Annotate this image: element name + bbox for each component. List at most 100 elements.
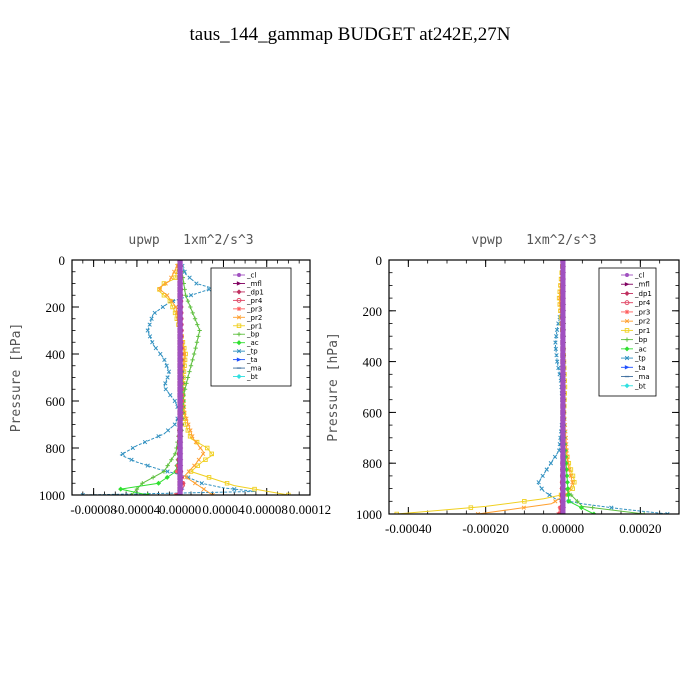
upwp-marker [191,351,197,357]
vpwp-legend-marker [624,365,630,370]
upwp-marker [170,304,175,310]
upwp-plot-area [80,260,291,495]
vpwp-legend-marker [624,282,630,287]
upwp-marker [145,463,150,468]
vpwp-x-tick-label: -0.00020 [462,521,509,536]
upwp-marker [147,334,153,339]
upwp-marker [187,275,192,280]
upwp-marker [177,439,183,445]
vpwp-legend-label: _pr3 [634,308,650,316]
vpwp-marker [554,327,560,333]
vpwp-legend-label: _bp [634,336,648,344]
upwp-marker [185,298,191,304]
vpwp-marker [522,499,527,504]
vpwp-marker [565,486,571,492]
upwp-legend-label: _bt [246,373,258,381]
upwp-marker [173,304,179,310]
upwp-marker [194,340,200,345]
vpwp-marker [560,460,566,466]
upwp-x-tick-label: 0.00008 [246,502,288,517]
upwp-marker [150,340,155,345]
vpwp-y-tick-label: 0 [376,253,383,268]
upwp-marker [177,392,183,398]
upwp-y-tick-label: 0 [59,253,66,268]
vpwp-marker [556,365,561,371]
upwp-marker [194,281,199,286]
vpwp-plot-frame [388,259,680,515]
upwp-marker [177,398,183,404]
upwp-marker [224,481,230,486]
vpwp-marker [553,346,558,352]
vpwp-marker [560,289,566,295]
upwp-legend-label: _pr2 [246,314,262,322]
vpwp-y-tick-label: 400 [363,355,383,370]
upwp-marker [177,339,183,345]
vpwp-marker [591,511,597,514]
upwp-marker [177,298,183,304]
upwp-marker [163,387,168,392]
vpwp-legend-marker [624,355,630,361]
upwp-marker [161,293,167,298]
upwp-markers-tp [80,260,237,495]
vpwp-y-axis-label: Pressure [hPa] [326,332,341,442]
vpwp-legend-marker [624,300,630,306]
upwp-marker [199,481,204,486]
upwp-marker [193,345,198,351]
upwp-marker [183,293,188,298]
upwp-marker [188,304,193,310]
vpwp-legend-marker [624,346,630,352]
upwp-marker [177,451,183,457]
upwp-marker [172,422,177,427]
vpwp-series-pr1 [396,260,576,514]
upwp-marker [165,293,170,298]
vpwp-marker [521,505,527,510]
upwp-legend-marker [237,273,241,277]
vpwp-marker [560,511,566,514]
upwp-markers-ac [118,260,186,495]
upwp-marker [177,427,183,433]
upwp-marker [177,310,183,316]
vpwp-panel: vpwp 1xm^2/s^3 Pressure [hPa] -0.00040 -0.0… [326,233,680,536]
vpwp-marker [560,448,566,453]
upwp-marker [164,363,169,368]
upwp-marker [156,434,161,439]
vpwp-marker [560,409,566,415]
upwp-marker [177,375,183,380]
upwp-legend-marker [236,374,242,380]
upwp-marker [177,422,183,427]
vpwp-marker [564,473,570,479]
vpwp-marker [560,276,566,282]
vpwp-marker [560,454,566,460]
vpwp-marker [468,505,474,510]
upwp-marker [163,281,168,286]
upwp-legend-label: _ma [246,365,262,373]
upwp-legend-label: _dp1 [246,288,264,296]
upwp-marker [177,351,183,357]
upwp-marker [177,480,183,486]
upwp-marker [177,333,183,339]
upwp-marker [195,322,200,327]
upwp-marker [196,334,201,339]
vpwp-marker [560,333,566,339]
upwp-legend-marker [236,340,242,346]
vpwp-marker [565,492,571,498]
upwp-marker [169,298,174,304]
vpwp-marker [560,441,566,447]
vpwp-marker [566,498,572,504]
vpwp-legend-label: _pr4 [634,299,651,307]
upwp-y-tick-label: 1000 [39,488,65,503]
upwp-marker [120,451,125,457]
upwp-x-tick-label: 0.00004 [202,502,245,517]
upwp-marker [177,492,183,495]
upwp-marker [188,363,194,368]
upwp-marker [165,375,170,380]
vpwp-marker [570,480,575,485]
upwp-marker [163,381,168,386]
vpwp-marker [560,365,566,371]
upwp-marker [190,310,195,316]
vpwp-legend-label: _bt [634,382,646,390]
vpwp-marker [570,486,575,491]
vpwp-legend-label: _pr1 [634,327,650,335]
vpwp-marker [560,301,566,307]
vpwp-y-tick-label: 600 [363,405,383,420]
